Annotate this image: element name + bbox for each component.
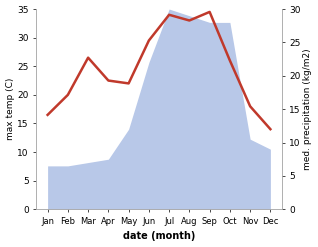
X-axis label: date (month): date (month) [123, 231, 195, 242]
Y-axis label: max temp (C): max temp (C) [5, 78, 15, 140]
Y-axis label: med. precipitation (kg/m2): med. precipitation (kg/m2) [303, 48, 313, 170]
